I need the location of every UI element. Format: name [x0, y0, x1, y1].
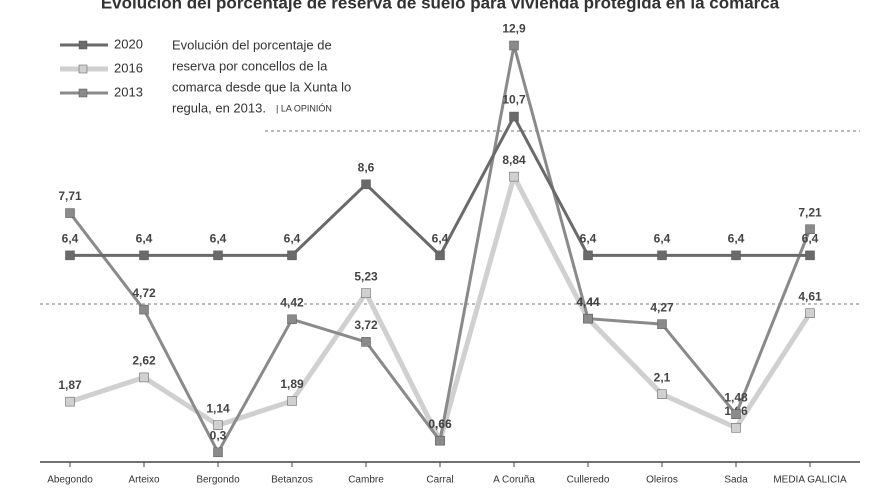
- value-label: 8,84: [502, 153, 526, 167]
- x-tick-label: A Coruña: [493, 475, 535, 486]
- value-label: 4,72: [132, 286, 156, 300]
- legend-marker: [78, 64, 88, 74]
- value-label: 6,4: [654, 232, 671, 246]
- value-label: 1,14: [206, 401, 230, 415]
- point-marker: [213, 250, 223, 261]
- value-label: 0,66: [428, 417, 452, 431]
- point-marker: [731, 250, 741, 261]
- value-label: 1,89: [280, 377, 304, 391]
- point-marker: [361, 288, 371, 298]
- point-marker: [287, 396, 297, 406]
- legend-label: 2013: [114, 84, 143, 99]
- point-marker: [139, 372, 149, 383]
- value-label: 6,4: [284, 232, 301, 246]
- point-marker: [657, 250, 667, 261]
- point-marker: [139, 250, 149, 261]
- value-label: 4,27: [650, 300, 674, 314]
- value-label: 7,71: [58, 189, 82, 203]
- value-label: 6,4: [136, 232, 153, 246]
- value-label: 0,66: [428, 417, 452, 431]
- legend-marker: [78, 40, 88, 50]
- point-marker: [65, 208, 75, 218]
- annotation: regula, en 2013.: [172, 100, 266, 115]
- value-label: 6,4: [210, 232, 227, 246]
- point-marker: [509, 111, 519, 122]
- value-label: 12,9: [502, 22, 526, 36]
- point-marker: [657, 389, 667, 399]
- value-label: 6,4: [432, 232, 449, 246]
- point-marker: [805, 308, 815, 318]
- point-marker: [509, 40, 519, 51]
- point-marker: [435, 250, 445, 261]
- value-label: 6,4: [802, 232, 819, 246]
- point-marker: [287, 250, 297, 261]
- value-label: 4,44: [576, 295, 600, 309]
- value-label: 2,62: [132, 354, 156, 368]
- value-label: 5,23: [354, 269, 378, 283]
- point-marker: [361, 179, 371, 190]
- value-label: 0,3: [210, 428, 227, 442]
- point-marker: [65, 250, 75, 261]
- point-marker: [361, 337, 371, 347]
- x-tick-label: Arteixo: [128, 475, 160, 486]
- value-label: 7,21: [798, 205, 822, 219]
- series-line: [69, 174, 813, 444]
- point-marker: [583, 250, 593, 261]
- x-tick-label: Bergondo: [196, 475, 240, 486]
- point-marker: [139, 304, 149, 315]
- legend-marker: [78, 88, 88, 98]
- point-marker: [731, 409, 741, 419]
- value-label: 1,48: [724, 390, 748, 404]
- value-label: 8,6: [358, 161, 375, 175]
- x-tick-label: Sada: [724, 475, 748, 486]
- value-label: 6,4: [580, 232, 597, 246]
- point-marker: [805, 250, 815, 261]
- value-label: 1,87: [58, 378, 82, 392]
- annotation: comarca desde que la Xunta lo: [172, 79, 351, 94]
- value-label: 4,42: [280, 295, 304, 309]
- legend-label: 2016: [114, 60, 143, 75]
- point-marker: [805, 224, 815, 234]
- point-marker: [731, 423, 741, 433]
- point-marker: [509, 171, 519, 182]
- chart-title: Evolución del porcentaje de reserva de s…: [101, 0, 780, 12]
- source: | LA OPINIÓN: [276, 103, 332, 113]
- point-marker: [287, 314, 297, 325]
- point-marker: [657, 319, 667, 329]
- value-label: 2,1: [654, 370, 671, 384]
- point-marker: [213, 420, 223, 430]
- value-label: 10,7: [502, 93, 526, 107]
- x-tick-label: Betanzos: [271, 475, 313, 486]
- annotation: reserva por concellos de la: [172, 58, 328, 73]
- x-tick-label: Culleredo: [567, 475, 610, 486]
- value-label: 3,72: [354, 318, 378, 332]
- point-marker: [435, 435, 445, 446]
- annotation: Evolución del porcentaje de: [172, 37, 332, 52]
- value-label: 6,4: [728, 232, 745, 246]
- value-label: 4,61: [798, 289, 822, 303]
- x-tick-label: MEDIA GALICIA: [773, 475, 847, 486]
- point-marker: [583, 313, 593, 324]
- x-tick-label: Oleiros: [646, 475, 678, 486]
- value-label: 6,4: [62, 232, 79, 246]
- legend-label: 2020: [114, 36, 143, 51]
- point-marker: [213, 447, 223, 458]
- x-tick-label: Cambre: [348, 475, 384, 486]
- point-marker: [65, 396, 75, 407]
- x-tick-label: Abegondo: [47, 475, 93, 486]
- x-tick-label: Carral: [426, 475, 453, 486]
